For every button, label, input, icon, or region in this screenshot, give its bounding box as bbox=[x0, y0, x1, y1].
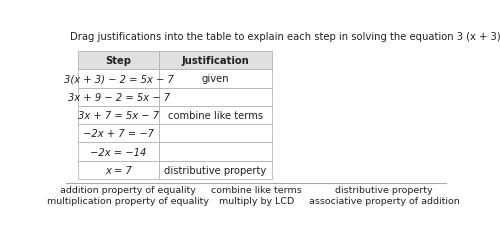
Text: 3x + 7 = 5x − 7: 3x + 7 = 5x − 7 bbox=[78, 111, 159, 121]
FancyBboxPatch shape bbox=[160, 106, 272, 125]
FancyBboxPatch shape bbox=[160, 161, 272, 179]
Text: Justification: Justification bbox=[182, 56, 250, 66]
Text: combine like terms: combine like terms bbox=[168, 111, 263, 121]
Text: x = 7: x = 7 bbox=[105, 165, 132, 175]
Text: given: given bbox=[202, 74, 230, 84]
Text: Step: Step bbox=[106, 56, 132, 66]
Text: associative property of addition: associative property of addition bbox=[309, 196, 460, 205]
Text: distributive property: distributive property bbox=[164, 165, 266, 175]
FancyBboxPatch shape bbox=[160, 143, 272, 161]
FancyBboxPatch shape bbox=[160, 88, 272, 106]
FancyBboxPatch shape bbox=[78, 52, 160, 70]
FancyBboxPatch shape bbox=[78, 161, 160, 179]
Text: −2x + 7 = −7: −2x + 7 = −7 bbox=[83, 129, 154, 139]
Text: combine like terms: combine like terms bbox=[211, 185, 302, 194]
Text: Drag justifications into the table to explain each step in solving the equation : Drag justifications into the table to ex… bbox=[70, 32, 500, 42]
FancyBboxPatch shape bbox=[78, 106, 160, 125]
Text: −2x = −14: −2x = −14 bbox=[90, 147, 147, 157]
FancyBboxPatch shape bbox=[78, 88, 160, 106]
FancyBboxPatch shape bbox=[160, 70, 272, 88]
FancyBboxPatch shape bbox=[78, 70, 160, 88]
Text: 3(x + 3) − 2 = 5x − 7: 3(x + 3) − 2 = 5x − 7 bbox=[64, 74, 174, 84]
Text: distributive property: distributive property bbox=[336, 185, 433, 194]
FancyBboxPatch shape bbox=[160, 52, 272, 70]
Text: multiplication property of equality: multiplication property of equality bbox=[48, 196, 209, 205]
FancyBboxPatch shape bbox=[160, 125, 272, 143]
Text: 3x + 9 − 2 = 5x − 7: 3x + 9 − 2 = 5x − 7 bbox=[68, 92, 170, 102]
Text: multiply by LCD: multiply by LCD bbox=[218, 196, 294, 205]
FancyBboxPatch shape bbox=[78, 143, 160, 161]
Text: addition property of equality: addition property of equality bbox=[60, 185, 196, 194]
FancyBboxPatch shape bbox=[78, 125, 160, 143]
